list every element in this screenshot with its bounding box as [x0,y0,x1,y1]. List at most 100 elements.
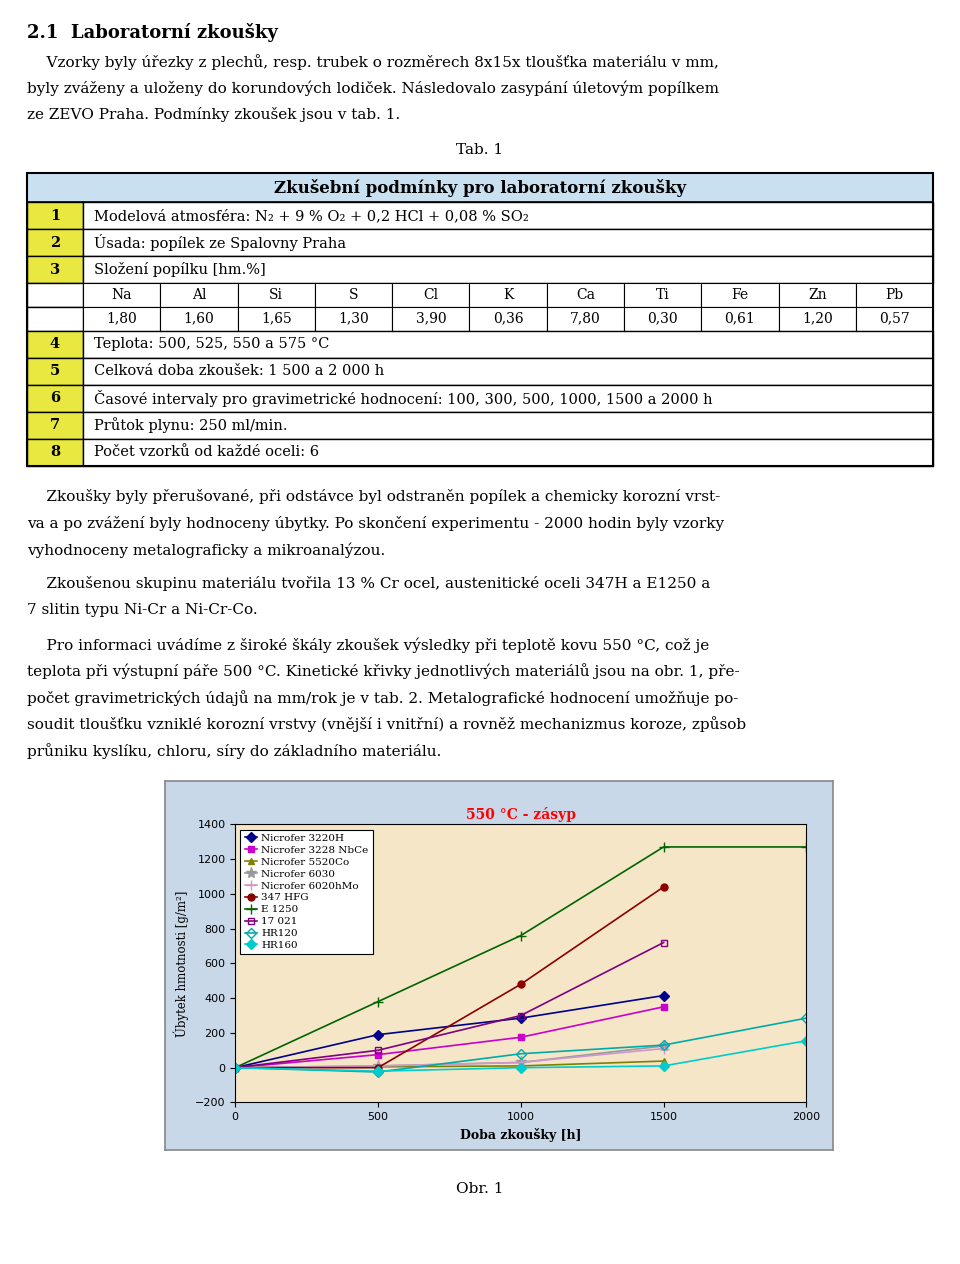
Bar [84,283,160,307]
Bar [84,412,933,439]
Text: 6: 6 [50,391,60,404]
Line: 347 HFG: 347 HFG [231,884,667,1071]
Bar [84,330,933,358]
Title: 550 °C - zásyp: 550 °C - zásyp [466,806,576,822]
Bar [84,358,933,384]
Bar [27,358,84,384]
Bar [702,307,779,330]
Text: 5: 5 [50,364,60,378]
Line: Nicrofer 5520Co: Nicrofer 5520Co [231,1058,667,1071]
Text: soudit tloušťku vzniklé korozní vrstvy (vnější i vnitřní) a rovněž mechanizmus k: soudit tloušťku vzniklé korozní vrstvy (… [27,717,746,732]
Bar [27,202,84,229]
Nicrofer 6020hMo [229,1060,241,1076]
HR160 [516,1060,527,1076]
Bar [547,307,624,330]
Text: 1,20: 1,20 [802,312,832,326]
Bar [84,307,160,330]
Bar [315,283,393,307]
Bar [27,229,84,257]
HR120 [372,1064,384,1079]
Text: 3: 3 [50,263,60,277]
Text: 3,90: 3,90 [416,312,446,326]
HR160 [229,1060,241,1076]
Text: 7,80: 7,80 [570,312,601,326]
Text: 1,65: 1,65 [261,312,292,326]
Text: Pb: Pb [885,288,903,302]
Text: Průtok plynu: 250 ml/min.: Průtok plynu: 250 ml/min. [94,417,287,434]
Bar [27,412,84,439]
E 1250 [801,839,812,854]
E 1250 [229,1060,241,1076]
Legend: Nicrofer 3220H, Nicrofer 3228 NbCe, Nicrofer 5520Co, Nicrofer 6030, Nicrofer 602: Nicrofer 3220H, Nicrofer 3228 NbCe, Nicr… [240,829,372,954]
Bar [84,202,933,229]
Text: Počet vzorků od každé oceli: 6: Počet vzorků od každé oceli: 6 [94,445,319,459]
Text: Modelová atmosféra: N₂ + 9 % O₂ + 0,2 HCl + 0,08 % SO₂: Modelová atmosféra: N₂ + 9 % O₂ + 0,2 HC… [94,209,529,222]
Text: 1,30: 1,30 [338,312,369,326]
Nicrofer 6030 [516,1055,527,1071]
Text: 1,80: 1,80 [107,312,137,326]
Nicrofer 6020hMo [658,1042,669,1057]
Bar [27,384,84,412]
Bar [84,229,933,257]
Text: Vzorky byly úřezky z plechů, resp. trubek o rozměrech 8x15x tloušťka materiálu v: Vzorky byly úřezky z plechů, resp. trube… [27,54,719,70]
Text: 7 slitin typu Ni-Cr a Ni-Cr-Co.: 7 slitin typu Ni-Cr a Ni-Cr-Co. [27,603,257,617]
Bar [547,283,624,307]
Line: Nicrofer 6030: Nicrofer 6030 [229,1040,669,1073]
Y-axis label: Úbytek hmotnosti [g/m²]: Úbytek hmotnosti [g/m²] [174,890,189,1036]
Text: 0,57: 0,57 [879,312,910,326]
Line: HR120: HR120 [231,1015,810,1076]
Text: 0,61: 0,61 [725,312,756,326]
Text: 2.1  Laboratorní zkoušky: 2.1 Laboratorní zkoušky [27,23,277,42]
17 021 [372,1043,384,1058]
Bar [27,283,84,307]
347 HFG [516,977,527,992]
Bar [315,307,393,330]
Bar [469,307,547,330]
Bar [84,439,933,465]
Text: Teplota: 500, 525, 550 a 575 °C: Teplota: 500, 525, 550 a 575 °C [94,337,329,351]
Bar [27,439,84,465]
Text: 0,36: 0,36 [492,312,523,326]
Bar [84,257,933,283]
Text: Ca: Ca [576,288,595,302]
Bar [238,283,315,307]
Line: Nicrofer 3228 NbCe: Nicrofer 3228 NbCe [231,1004,667,1071]
Text: 4: 4 [50,337,60,351]
Nicrofer 6030 [229,1060,241,1076]
Text: 7: 7 [50,418,60,432]
Text: 8: 8 [50,445,60,459]
HR160 [658,1058,669,1073]
347 HFG [372,1060,384,1076]
Text: 1,60: 1,60 [183,312,214,326]
Text: vyhodnoceny metalograficky a mikroanalýzou.: vyhodnoceny metalograficky a mikroanalýz… [27,542,385,557]
Nicrofer 6030 [372,1058,384,1073]
HR120 [516,1047,527,1062]
Text: Fe: Fe [732,288,749,302]
Text: ze ZEVO Praha. Podmínky zkoušek jsou v tab. 1.: ze ZEVO Praha. Podmínky zkoušek jsou v t… [27,107,400,123]
Line: E 1250: E 1250 [230,842,811,1073]
Nicrofer 5520Co [372,1059,384,1074]
Text: S: S [348,288,358,302]
Nicrofer 3228 NbCe [229,1060,241,1076]
E 1250 [658,839,669,854]
Text: Na: Na [111,288,132,302]
HR160 [372,1063,384,1078]
Bar [27,257,84,283]
Bar [160,307,238,330]
Nicrofer 6020hMo [372,1058,384,1073]
Text: Pro informaci uvádíme z široké škály zkoušek výsledky při teplotě kovu 550 °C, c: Pro informaci uvádíme z široké škály zko… [27,637,709,652]
Text: byly zváženy a uloženy do korundových lodiček. Následovalo zasypání úletovým pop: byly zváženy a uloženy do korundových lo… [27,81,719,96]
Text: Ti: Ti [656,288,669,302]
Text: 2: 2 [50,236,60,250]
Bar [779,283,856,307]
HR120 [801,1010,812,1025]
Line: 17 021: 17 021 [231,939,667,1071]
Bar [702,283,779,307]
347 HFG [229,1060,241,1076]
Nicrofer 5520Co [229,1060,241,1076]
Line: HR160: HR160 [231,1038,810,1074]
Nicrofer 3220H [658,988,669,1004]
Text: počet gravimetrických údajů na mm/rok je v tab. 2. Metalografické hodnocení umož: počet gravimetrických údajů na mm/rok je… [27,690,738,705]
Bar [469,283,547,307]
E 1250 [516,928,527,943]
